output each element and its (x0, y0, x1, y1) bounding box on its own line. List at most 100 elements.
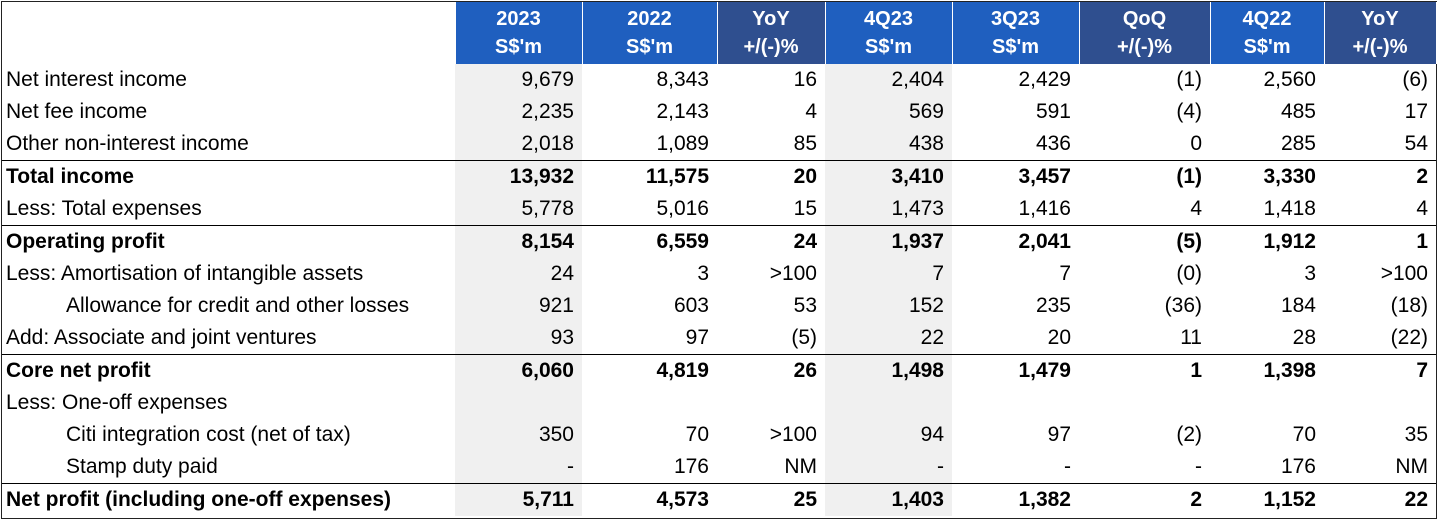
value-cell: - (1064, 455, 1071, 478)
row-label: Net profit (including one-off expenses) (2, 483, 455, 516)
header-row: 2023 S$'m 2022 S$'m YoY +/(-)% 4Q23 S$'m 3Q23 S$'… (2, 2, 1437, 64)
value-cell: 921 (455, 290, 582, 322)
table-row: Stamp duty paid -176 NM - - -176 NM (2, 451, 1436, 484)
column-header-line2: +/(-)% (743, 36, 799, 58)
column-header-line2: S$'m (494, 36, 542, 58)
value-cell: 2 (1324, 160, 1436, 193)
value-cell: 184 (1280, 294, 1316, 317)
value-cell: 13,932 (455, 160, 582, 193)
table-row: Add: Associate and joint ventures 93 97 (5)… (2, 322, 1436, 355)
value-cell: NM (1395, 455, 1428, 478)
value-cell: 176 (1280, 455, 1316, 478)
value-cell: 4 (805, 100, 817, 123)
value-cell: 2,404 (825, 64, 952, 96)
value-cell: 1,937 (825, 225, 952, 258)
value-cell: (4) (1176, 100, 1202, 123)
value-cell: (22) (1390, 326, 1428, 349)
value-cell: 70 (685, 423, 709, 446)
value-cell: 1,479 (952, 354, 1079, 387)
column-header-line2: +/(-)% (1352, 36, 1408, 58)
value-cell (717, 387, 825, 419)
value-cell: 2,560 (1263, 68, 1316, 91)
row-label: Core net profit (2, 354, 455, 387)
value-cell: >100 (1380, 262, 1428, 285)
value-cell: 11 (1180, 326, 1202, 349)
value-cell: 5,711 (455, 483, 582, 516)
value-cell: - (1195, 455, 1202, 478)
value-cell: 3,457 (952, 160, 1079, 193)
value-cell (1210, 387, 1324, 419)
value-cell (455, 387, 582, 419)
value-cell: 17 (1404, 100, 1428, 123)
value-cell: >100 (769, 423, 817, 446)
row-label: Less: Total expenses (6, 197, 202, 220)
value-cell: 22 (1324, 483, 1436, 516)
value-cell: (1) (1176, 68, 1202, 91)
row-label: Total income (2, 160, 455, 193)
value-cell: >100 (769, 262, 817, 285)
column-header: 3Q23 S$'m (952, 2, 1080, 64)
value-cell: 438 (825, 128, 952, 161)
value-cell: (6) (1402, 68, 1428, 91)
table-row: Operating profit 8,154 6,559 24 1,937 2,041 (5… (2, 225, 1436, 258)
row-label: Less: Amortisation of intangible assets (6, 262, 364, 285)
value-cell: 28 (1292, 326, 1316, 349)
table-header: 2023 S$'m 2022 S$'m YoY +/(-)% 4Q23 S$'m 3Q23 S$'… (2, 2, 1437, 64)
value-cell: 4,573 (582, 483, 717, 516)
table-row: Net profit (including one-off expenses) 5… (2, 483, 1436, 516)
value-cell: 1,089 (656, 132, 709, 155)
column-header-line2: S$'m (991, 36, 1039, 58)
value-cell: 35 (1404, 423, 1428, 446)
value-cell: 6,060 (455, 354, 582, 387)
value-cell: 2 (1079, 483, 1210, 516)
value-cell: (2) (1176, 423, 1202, 446)
value-cell: 485 (1280, 100, 1316, 123)
value-cell: 152 (825, 290, 952, 322)
value-cell: 7 (1324, 354, 1436, 387)
value-cell (825, 387, 952, 419)
column-header-line1: 2023 (496, 8, 541, 30)
value-cell: 7 (825, 258, 952, 290)
table-body: Net interest income 9,679 8,343 16 2,404 2,42… (2, 64, 1436, 516)
table-row: Less: Amortisation of intangible assets 2… (2, 258, 1436, 290)
value-cell: 285 (1280, 132, 1316, 155)
value-cell: (1) (1079, 160, 1210, 193)
value-cell: 1 (1324, 225, 1436, 258)
value-cell: 24 (455, 258, 582, 290)
column-header: YoY +/(-)% (717, 2, 826, 64)
value-cell: 1,403 (825, 483, 952, 516)
value-cell: 22 (825, 322, 952, 355)
row-label: Operating profit (2, 225, 455, 258)
value-cell: 4,819 (582, 354, 717, 387)
value-cell: 235 (1035, 294, 1071, 317)
row-label: Less: One-off expenses (6, 391, 228, 414)
row-label: Other non-interest income (6, 132, 249, 155)
table-row: Allowance for credit and other losses 921… (2, 290, 1436, 322)
header-blank-cell (2, 2, 456, 64)
value-cell: 11,575 (582, 160, 717, 193)
value-cell: 569 (825, 96, 952, 128)
value-cell: 3 (697, 262, 709, 285)
column-header-line1: YoY (1361, 8, 1399, 30)
value-cell: 85 (793, 132, 817, 155)
value-cell: 1,398 (1210, 354, 1324, 387)
column-header-line2: S$'m (625, 36, 673, 58)
value-cell (1079, 387, 1210, 419)
value-cell: 8,343 (656, 68, 709, 91)
value-cell: 436 (1035, 132, 1071, 155)
column-header: QoQ +/(-)% (1079, 2, 1211, 64)
value-cell: 4 (1190, 197, 1202, 220)
column-header: 2023 S$'m (455, 2, 583, 64)
value-cell: 53 (793, 294, 817, 317)
value-cell: 1,912 (1210, 225, 1324, 258)
column-header-line2: +/(-)% (1117, 36, 1172, 58)
value-cell: (5) (791, 326, 817, 349)
value-cell: 1,418 (1263, 197, 1316, 220)
value-cell: 2,018 (455, 128, 582, 161)
column-header-line1: 4Q23 (864, 8, 913, 30)
value-cell: NM (784, 455, 817, 478)
value-cell: 3 (1304, 262, 1316, 285)
value-cell: (0) (1176, 262, 1202, 285)
table-row: Core net profit 6,060 4,819 26 1,498 1,479 1 1,… (2, 354, 1436, 387)
row-label: Net fee income (6, 100, 148, 123)
